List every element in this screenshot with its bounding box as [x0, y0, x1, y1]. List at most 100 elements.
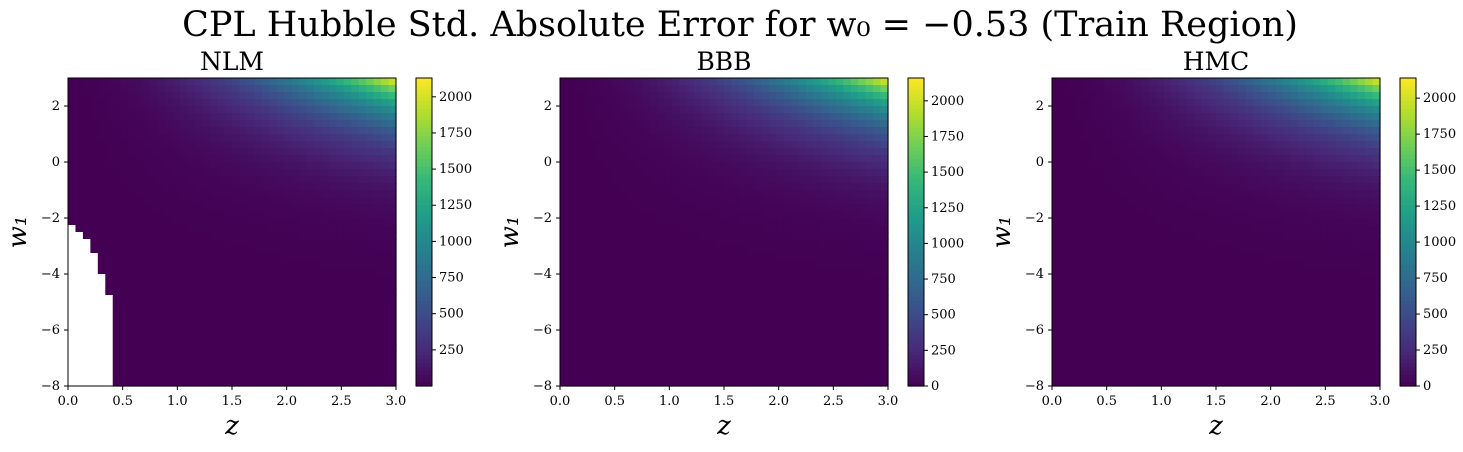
heatmap-cell [1082, 169, 1090, 177]
heatmap-cell [225, 190, 233, 198]
heatmap-cell [120, 218, 128, 226]
heatmap-cell [113, 372, 121, 380]
heatmap-cell [866, 358, 874, 366]
heatmap-cell [605, 260, 613, 268]
heatmap-cell [98, 260, 106, 268]
heatmap-cell [784, 120, 792, 128]
heatmap-cell [605, 78, 613, 86]
heatmap-cell [225, 344, 233, 352]
heatmap-cell [731, 92, 739, 100]
heatmap-cell [150, 351, 158, 359]
heatmap-cell [1253, 162, 1261, 170]
heatmap-cell [560, 372, 568, 380]
heatmap-cell [1149, 169, 1157, 177]
heatmap-cell [262, 162, 270, 170]
heatmap-cell [217, 78, 225, 86]
heatmap-cell [1201, 197, 1209, 205]
heatmap-cell [1112, 106, 1120, 114]
heatmap-cell [210, 148, 218, 156]
heatmap-cell [187, 344, 195, 352]
heatmap-cell [769, 365, 777, 373]
heatmap-cell [1283, 183, 1291, 191]
heatmap-cell [664, 365, 672, 373]
heatmap-cell [1313, 197, 1321, 205]
heatmap-cell [1313, 134, 1321, 142]
heatmap-cell [761, 134, 769, 142]
heatmap-cell [1201, 169, 1209, 177]
heatmap-cell [374, 141, 382, 149]
heatmap-cell [217, 232, 225, 240]
heatmap-cell [1141, 99, 1149, 107]
heatmap-cell [262, 372, 270, 380]
heatmap-cell [799, 218, 807, 226]
colorbar-segment [416, 351, 432, 355]
heatmap-cell [739, 302, 747, 310]
heatmap-cell [1089, 99, 1097, 107]
heatmap-cell [83, 197, 91, 205]
heatmap-cell [828, 169, 836, 177]
heatmap-cell [836, 120, 844, 128]
heatmap-cell [113, 295, 121, 303]
heatmap-cell [784, 211, 792, 219]
heatmap-cell [1328, 204, 1336, 212]
heatmap-cell [128, 197, 136, 205]
heatmap-cell [858, 113, 866, 121]
heatmap-cell [717, 211, 725, 219]
heatmap-cell [873, 225, 881, 233]
heatmap-cell [858, 155, 866, 163]
heatmap-cell [195, 337, 203, 345]
heatmap-cell [187, 295, 195, 303]
heatmap-cell [612, 99, 620, 107]
heatmap-cell [172, 92, 180, 100]
heatmap-cell [724, 78, 732, 86]
heatmap-cell [292, 232, 300, 240]
heatmap-cell [135, 197, 143, 205]
heatmap-cell [575, 246, 583, 254]
heatmap-cell [232, 309, 240, 317]
heatmap-cell [739, 344, 747, 352]
heatmap-cell [344, 169, 352, 177]
heatmap-cell [389, 155, 397, 163]
heatmap-cell [761, 232, 769, 240]
heatmap-cell [1074, 120, 1082, 128]
heatmap-cell [635, 78, 643, 86]
heatmap-cell [784, 365, 792, 373]
heatmap-cell [247, 260, 255, 268]
heatmap-cell [135, 267, 143, 275]
heatmap-cell [344, 78, 352, 86]
heatmap-cell [1186, 92, 1194, 100]
heatmap-cell [642, 134, 650, 142]
heatmap-cell [702, 309, 710, 317]
x-tick-label: 1.0 [167, 394, 188, 409]
heatmap-cell [776, 246, 784, 254]
heatmap-cell [105, 92, 113, 100]
heatmap-cell [105, 134, 113, 142]
heatmap-cell [575, 281, 583, 289]
x-tick-label: 2.0 [768, 394, 789, 409]
panel-title: BBB [696, 47, 751, 76]
heatmap-cell [590, 204, 598, 212]
heatmap-cell [210, 281, 218, 289]
heatmap-cell [292, 141, 300, 149]
heatmap-cell [836, 155, 844, 163]
heatmap-cell [120, 365, 128, 373]
heatmap-cell [329, 358, 337, 366]
heatmap-cell [1291, 169, 1299, 177]
heatmap-cell [836, 141, 844, 149]
heatmap-cell [254, 372, 262, 380]
heatmap-cell [731, 183, 739, 191]
heatmap-cell [90, 288, 98, 296]
colorbar-segment [416, 140, 432, 144]
heatmap-cell [381, 365, 389, 373]
heatmap-cell [187, 85, 195, 93]
heatmap-cell [172, 232, 180, 240]
heatmap-cell [389, 330, 397, 338]
x-tick-label: 2.5 [823, 394, 844, 409]
heatmap-cell [172, 274, 180, 282]
heatmap-cell [1074, 162, 1082, 170]
heatmap-cell [791, 162, 799, 170]
colorbar-segment [416, 297, 432, 301]
heatmap-cell [731, 127, 739, 135]
heatmap-cell [68, 372, 76, 380]
heatmap-cell [739, 141, 747, 149]
